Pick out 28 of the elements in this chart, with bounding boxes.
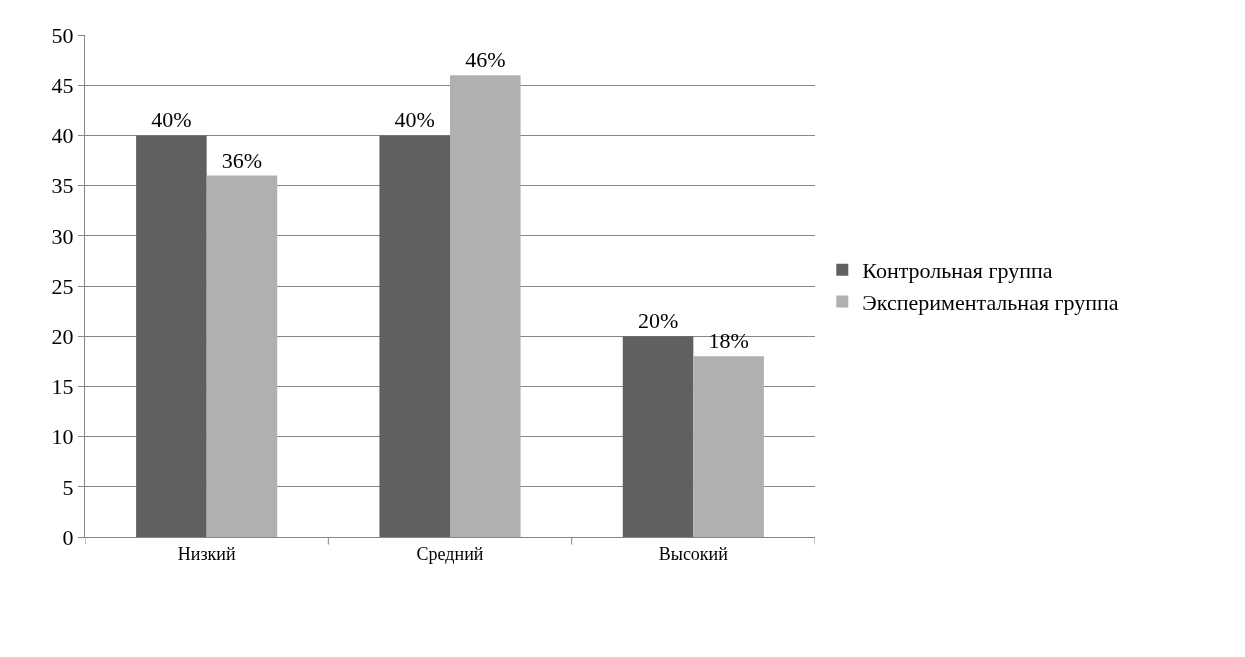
y-tick-label: 40 (51, 123, 74, 149)
legend-label: Экспериментальная группа (862, 289, 1119, 315)
y-tick-label: 50 (51, 22, 74, 48)
y-tick-label: 15 (51, 374, 74, 400)
data-label: 20% (637, 308, 679, 334)
x-tick-label: Средний (416, 543, 484, 564)
x-tick-label: Высокий (658, 543, 729, 564)
x-tick-label: Низкий (177, 543, 236, 564)
bar (379, 135, 450, 537)
y-tick-label: 10 (51, 424, 74, 450)
data-label: 18% (708, 328, 749, 354)
data-label: 36% (221, 147, 263, 173)
y-tick-label: 45 (51, 72, 74, 98)
legend-label: Контрольная группа (862, 258, 1053, 284)
bar (622, 336, 694, 537)
data-label: 40% (151, 107, 192, 133)
bar (206, 175, 278, 537)
y-tick-label: 20 (51, 323, 74, 349)
bar (693, 356, 764, 537)
data-label: 46% (465, 47, 506, 73)
y-tick-label: 35 (51, 173, 74, 199)
data-label: 40% (394, 107, 435, 133)
y-tick-label: 0 (62, 524, 74, 550)
y-tick-label: 30 (51, 223, 74, 249)
bar (136, 135, 207, 537)
bar (450, 75, 521, 537)
y-tick-label: 5 (62, 474, 74, 500)
y-tick-label: 25 (51, 273, 74, 299)
